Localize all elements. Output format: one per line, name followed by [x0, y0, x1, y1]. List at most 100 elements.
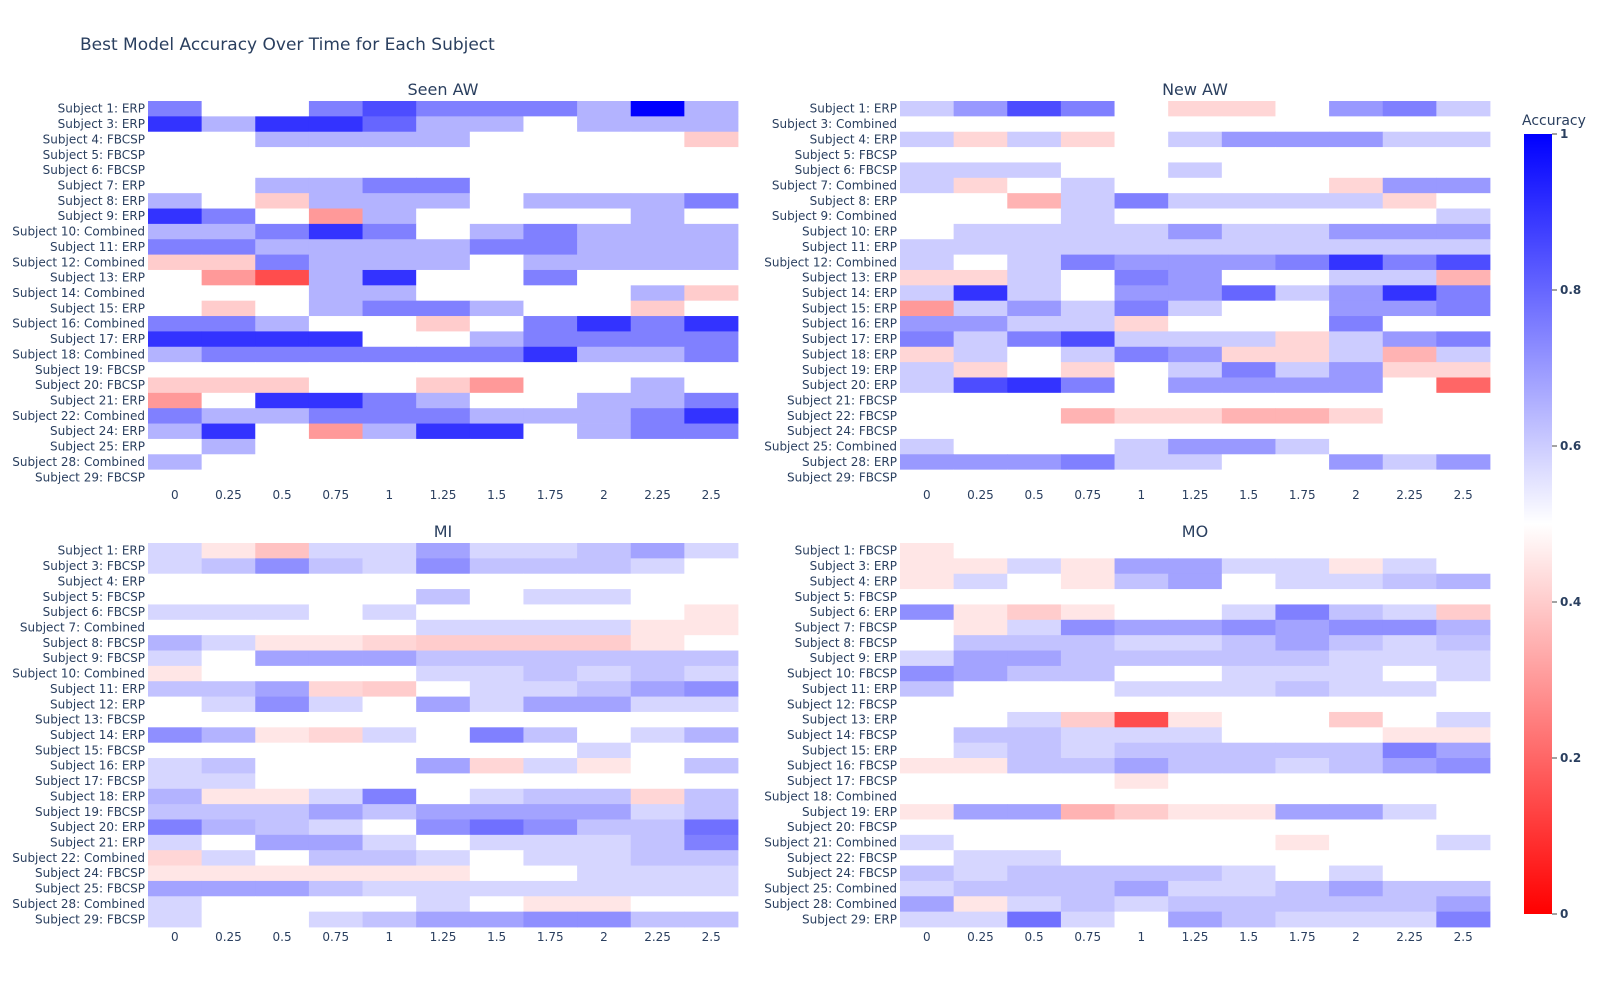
x-tick-label: 2.5	[1454, 488, 1473, 502]
heatmap-cell	[1221, 377, 1276, 394]
heatmap-cell	[1329, 362, 1384, 378]
heatmap-cell	[1329, 377, 1384, 394]
heatmap-cell	[255, 543, 310, 559]
heatmap-cell	[308, 423, 363, 440]
heatmap-cell	[1168, 604, 1223, 621]
y-tick-label: Subject 24: ERP	[50, 424, 145, 438]
heatmap-cell	[953, 788, 1008, 805]
heatmap-cell	[1221, 269, 1276, 286]
heatmap-cell	[1221, 650, 1276, 667]
heatmap-cell	[1007, 469, 1062, 486]
heatmap-cell	[1275, 147, 1330, 163]
heatmap-cell	[255, 880, 310, 897]
heatmap-cell	[416, 696, 471, 713]
x-tick-label: 0.5	[273, 488, 292, 502]
heatmap-cell	[1329, 589, 1384, 605]
heatmap-cell	[1382, 223, 1437, 240]
heatmap-cell	[577, 239, 632, 255]
heatmap-cell	[1329, 408, 1384, 424]
heatmap-cell	[362, 589, 417, 605]
heatmap-cell	[362, 681, 417, 697]
heatmap-cell	[308, 362, 363, 378]
heatmap-cell	[953, 193, 1008, 209]
y-tick-label: Subject 8: ERP	[810, 194, 897, 208]
heatmap-cell	[523, 408, 578, 424]
heatmap-cell	[523, 773, 578, 790]
heatmap-cell	[201, 711, 256, 728]
heatmap-cell	[1168, 208, 1223, 225]
heatmap-cell	[1168, 131, 1223, 148]
heatmap-cell	[523, 619, 578, 636]
heatmap-cell	[523, 865, 578, 882]
heatmap-cell	[1168, 469, 1223, 486]
heatmap-cell	[1436, 316, 1491, 332]
panel-title: New AW	[1162, 80, 1228, 99]
heatmap-cell	[630, 711, 685, 728]
y-tick-label: Subject 7: FBCSP	[795, 620, 897, 634]
heatmap-cell	[201, 131, 256, 148]
heatmap-cell	[1060, 223, 1115, 240]
heatmap-cell	[1436, 101, 1491, 117]
heatmap-cell	[577, 131, 632, 148]
heatmap-cell	[1114, 635, 1169, 651]
heatmap-cell	[1168, 147, 1223, 163]
heatmap-cell	[523, 558, 578, 575]
x-tick-label: 0.5	[273, 930, 292, 944]
heatmap-cell	[255, 589, 310, 605]
heatmap-cell	[469, 269, 524, 286]
heatmap-cell	[362, 911, 417, 928]
x-tick-label: 0.25	[967, 488, 994, 502]
heatmap-cell	[1382, 131, 1437, 148]
heatmap-cell	[1168, 423, 1223, 440]
heatmap-cell	[684, 665, 739, 682]
heatmap-cell	[308, 696, 363, 713]
heatmap-cell	[1382, 865, 1437, 882]
heatmap-cell	[201, 727, 256, 744]
heatmap-cell	[1007, 377, 1062, 394]
heatmap-cell	[148, 285, 203, 302]
y-tick-label: Subject 21: ERP	[50, 394, 145, 408]
heatmap-cell	[1275, 162, 1330, 179]
heatmap-cell	[255, 392, 310, 409]
heatmap-cell	[1168, 162, 1223, 179]
heatmap-cell	[900, 804, 955, 820]
heatmap-cell	[201, 742, 256, 759]
heatmap-cell	[1436, 131, 1491, 148]
heatmap-cell	[900, 346, 955, 363]
heatmap-cell	[684, 147, 739, 163]
y-tick-label: Subject 29: FBCSP	[35, 912, 145, 926]
heatmap-cell	[1275, 362, 1330, 378]
heatmap-cell	[469, 408, 524, 424]
heatmap-cell	[308, 727, 363, 744]
heatmap-cell	[1060, 773, 1115, 790]
heatmap-cell	[201, 408, 256, 424]
heatmap-cell	[1436, 558, 1491, 575]
heatmap-cell	[1329, 423, 1384, 440]
heatmap-cell	[308, 742, 363, 759]
heatmap-cell	[523, 727, 578, 744]
heatmap-cell	[953, 423, 1008, 440]
heatmap-cell	[523, 834, 578, 851]
heatmap-cell	[684, 177, 739, 194]
heatmap-cell	[362, 819, 417, 836]
heatmap-cell	[1168, 116, 1223, 133]
heatmap-cell	[1382, 896, 1437, 913]
heatmap-cell	[308, 911, 363, 928]
heatmap-cell	[1275, 681, 1330, 697]
heatmap-cell	[1436, 147, 1491, 163]
heatmap-cell	[201, 573, 256, 590]
heatmap-cell	[684, 392, 739, 409]
x-tick-label: 2	[600, 488, 608, 502]
heatmap-cell	[1382, 819, 1437, 836]
heatmap-cell	[1060, 408, 1115, 424]
x-tick-label: 1.75	[537, 930, 564, 944]
heatmap-cell	[1221, 742, 1276, 759]
heatmap-cell	[1114, 573, 1169, 590]
heatmap-cell	[1114, 773, 1169, 790]
heatmap-cell	[1221, 239, 1276, 255]
heatmap-cell	[1114, 269, 1169, 286]
heatmap-cell	[630, 604, 685, 621]
heatmap-cell	[1329, 850, 1384, 866]
heatmap-cell	[201, 101, 256, 117]
